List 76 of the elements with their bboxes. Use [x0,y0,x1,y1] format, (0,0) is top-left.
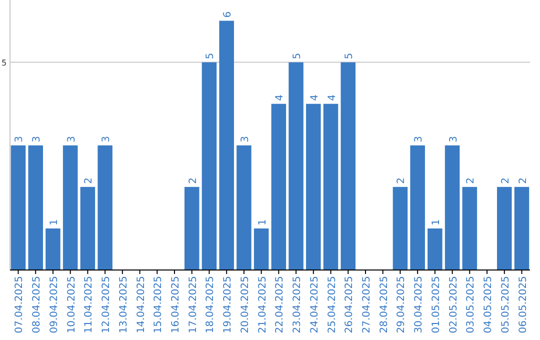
x-tick-label: 21.04.2025 [257,276,268,334]
data-label: 3 [414,136,425,142]
bar [444,145,460,270]
x-tick-label: 25.04.2025 [326,276,338,334]
x-tick-label: 22.04.2025 [274,276,286,334]
data-label: 2 [518,178,529,184]
x-tick-label: 12.04.2025 [101,276,112,334]
bar [306,104,321,270]
bar [254,228,269,270]
bar [271,104,286,270]
bar [340,62,356,270]
data-label: 2 [188,178,199,184]
bar [184,186,200,270]
bar [514,186,530,270]
x-tick-label: 24.04.2025 [309,276,320,334]
data-label: 4 [309,94,320,101]
bar [46,228,60,270]
data-label: 1 [48,219,60,226]
bar [80,186,96,270]
x-tick-label: 08.04.2025 [32,276,43,334]
bar [10,145,26,270]
x-tick-label: 19.04.2025 [222,276,234,334]
data-label: 3 [240,136,251,142]
x-tick-label: 29.04.2025 [396,276,408,334]
x-tick-label: 16.04.2025 [170,276,182,334]
x-tick-label: 05.05.2025 [500,276,512,334]
data-label: 1 [430,219,442,226]
bar [410,145,425,270]
x-tick-label: 11.04.2025 [84,276,95,334]
x-tick-label: 17.04.2025 [188,276,199,334]
x-tick-label: 04.05.2025 [483,276,494,334]
bar [288,62,304,270]
bar [236,145,252,270]
data-label: 2 [396,178,408,184]
bar [323,104,338,270]
data-label: 5 [344,52,356,60]
x-tick-label: 23.04.2025 [292,276,304,334]
bar [462,186,478,270]
bar [497,186,512,270]
x-tick-label: 26.04.2025 [344,276,356,334]
x-tick-label: 14.04.2025 [136,276,147,334]
x-tick-label: 27.04.2025 [361,276,372,334]
data-label: 4 [274,94,286,101]
data-label: 1 [257,219,268,226]
bar [98,145,112,270]
x-tick-label: 07.04.2025 [14,276,26,334]
data-label: 4 [326,94,338,101]
x-tick-label: 01.05.2025 [430,276,442,334]
x-tick-label: 09.04.2025 [48,276,60,334]
x-tick-label: 06.05.2025 [518,276,529,334]
data-label: 3 [101,136,112,142]
bar [28,145,43,270]
x-tick-label: 20.04.2025 [240,276,251,334]
bar [202,62,217,270]
data-label: 5 [292,52,304,60]
bar [428,228,442,270]
data-label: 2 [500,178,512,184]
x-tick-label: 18.04.2025 [205,276,216,334]
x-tick-label: 15.04.2025 [153,276,164,334]
data-label: 3 [448,136,460,142]
x-tick-label: 03.05.2025 [466,276,477,334]
bar [62,145,78,270]
data-label: 3 [14,136,26,142]
x-tick-label: 10.04.2025 [66,276,78,334]
data-label: 5 [205,52,216,60]
bar [219,20,234,270]
x-tick-label: 13.04.2025 [118,276,130,334]
x-tick-label: 02.05.2025 [448,276,460,334]
data-label: 3 [32,136,43,142]
data-label: 2 [466,178,477,184]
data-label: 3 [66,136,78,142]
x-tick-label: 30.04.2025 [414,276,425,334]
bar [392,186,408,270]
data-label: 2 [84,178,95,184]
data-label: 6 [222,11,234,18]
x-tick-label: 28.04.2025 [378,276,390,334]
